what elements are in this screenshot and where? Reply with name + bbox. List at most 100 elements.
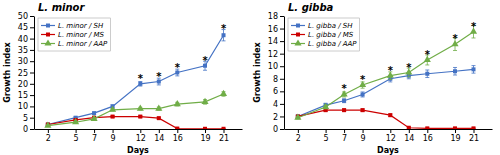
data-point (175, 127, 179, 129)
y-tick-mark (30, 95, 34, 96)
x-tick: 16 (423, 129, 433, 143)
y-axis: 05101520253035404550 (18, 12, 35, 134)
legend-swatch-marker (296, 33, 300, 37)
x-axis-title: Days (127, 146, 149, 155)
x-tick: 2 (296, 129, 301, 143)
x-tick: 21 (469, 129, 479, 143)
x-tick-mark (344, 129, 345, 133)
data-point (361, 92, 365, 96)
x-tick-label: 12 (386, 134, 396, 143)
y-tick-mark (280, 66, 284, 67)
y-tick-mark (280, 16, 284, 17)
x-tick-mark (427, 129, 428, 133)
y-tick-label: 0 (23, 125, 28, 134)
legend-entry: L. minor / AAP (41, 39, 108, 48)
data-point (361, 108, 365, 112)
x-tick-mark (363, 129, 364, 133)
y-tick-label: 10 (18, 102, 28, 111)
legend-entry: L. gibba / SH (291, 22, 353, 30)
x-tick-mark (159, 129, 160, 133)
plot-marks (44, 30, 227, 129)
data-point (174, 100, 181, 106)
x-tick: 19 (450, 129, 460, 143)
y-tick-label: 25 (18, 69, 28, 78)
x-axis: 25791214161921 (285, 129, 493, 143)
legend-label: L. gibba / MS (308, 31, 354, 39)
legend-swatch-marker (44, 39, 51, 45)
y-tick: 35 (18, 46, 34, 55)
data-point (322, 103, 329, 109)
x-axis-line (285, 129, 493, 130)
series-line (298, 110, 474, 128)
x-tick-mark (474, 129, 475, 133)
y-tick-mark (30, 50, 34, 51)
panel: 2579121416192105101520253035404550DaysGr… (3, 2, 243, 155)
error-bar (388, 114, 392, 117)
annotation: * (221, 23, 227, 34)
y-tick-label: 16 (268, 25, 278, 34)
data-point (425, 72, 429, 76)
y-tick: 40 (18, 35, 34, 44)
x-tick-label: 14 (404, 134, 414, 143)
y-tick-mark (30, 39, 34, 40)
y-tick: 30 (18, 57, 34, 66)
legend-swatch-marker (46, 24, 50, 28)
x-tick: 9 (111, 129, 116, 143)
y-tick-label: 18 (268, 12, 278, 21)
x-tick-label: 9 (361, 134, 366, 143)
y-tick: 18 (268, 12, 284, 21)
annotation: * (341, 83, 347, 94)
y-tick: 16 (268, 25, 284, 34)
series-line (48, 117, 224, 129)
y-tick-mark (280, 129, 284, 130)
data-point (453, 126, 457, 129)
x-tick-label: 7 (92, 134, 97, 143)
x-tick: 21 (219, 129, 229, 143)
y-tick: 50 (18, 12, 34, 21)
data-point (220, 90, 227, 96)
error-bar (361, 109, 365, 112)
error-bar (342, 99, 346, 103)
y-tick-mark (30, 61, 34, 62)
x-tick-mark (326, 129, 327, 133)
y-tick-mark (280, 29, 284, 30)
y-tick-mark (30, 16, 34, 17)
annotation: * (406, 62, 412, 73)
error-bar (342, 109, 346, 112)
y-tick-label: 4 (273, 100, 278, 109)
x-tick: 9 (361, 129, 366, 143)
y-tick: 6 (273, 87, 284, 96)
y-tick-label: 40 (18, 35, 28, 44)
x-tick-label: 2 (46, 134, 51, 143)
series-line (298, 32, 474, 118)
legend-label: L. minor / MS (58, 31, 105, 39)
y-tick-label: 8 (273, 75, 278, 84)
x-tick-mark (177, 129, 178, 133)
y-tick-label: 10 (268, 62, 278, 71)
y-tick-label: 45 (18, 23, 28, 32)
y-axis-line (284, 17, 285, 130)
y-tick-label: 15 (18, 91, 28, 100)
x-tick-mark (205, 129, 206, 133)
y-tick: 0 (23, 125, 34, 134)
y-tick-label: 0 (273, 125, 278, 134)
data-point (472, 67, 476, 71)
y-tick-mark (30, 118, 34, 119)
y-tick-mark (280, 104, 284, 105)
annotation: * (202, 55, 208, 66)
x-tick: 7 (92, 129, 97, 143)
data-point (44, 121, 51, 127)
y-axis-title: Growth index (3, 41, 12, 102)
x-tick-mark (113, 129, 114, 133)
data-point (137, 105, 144, 111)
x-tick: 14 (404, 129, 414, 143)
x-tick-label: 19 (450, 134, 460, 143)
data-point (201, 98, 208, 104)
data-point (222, 127, 226, 129)
legend: L. minor / SHL. minor / MSL. minor / AAP (38, 18, 110, 51)
data-point (155, 105, 162, 111)
legend-label: L. gibba / AAP (308, 40, 357, 48)
x-tick-label: 21 (219, 134, 229, 143)
data-point (342, 108, 346, 112)
y-tick-label: 30 (18, 57, 28, 66)
